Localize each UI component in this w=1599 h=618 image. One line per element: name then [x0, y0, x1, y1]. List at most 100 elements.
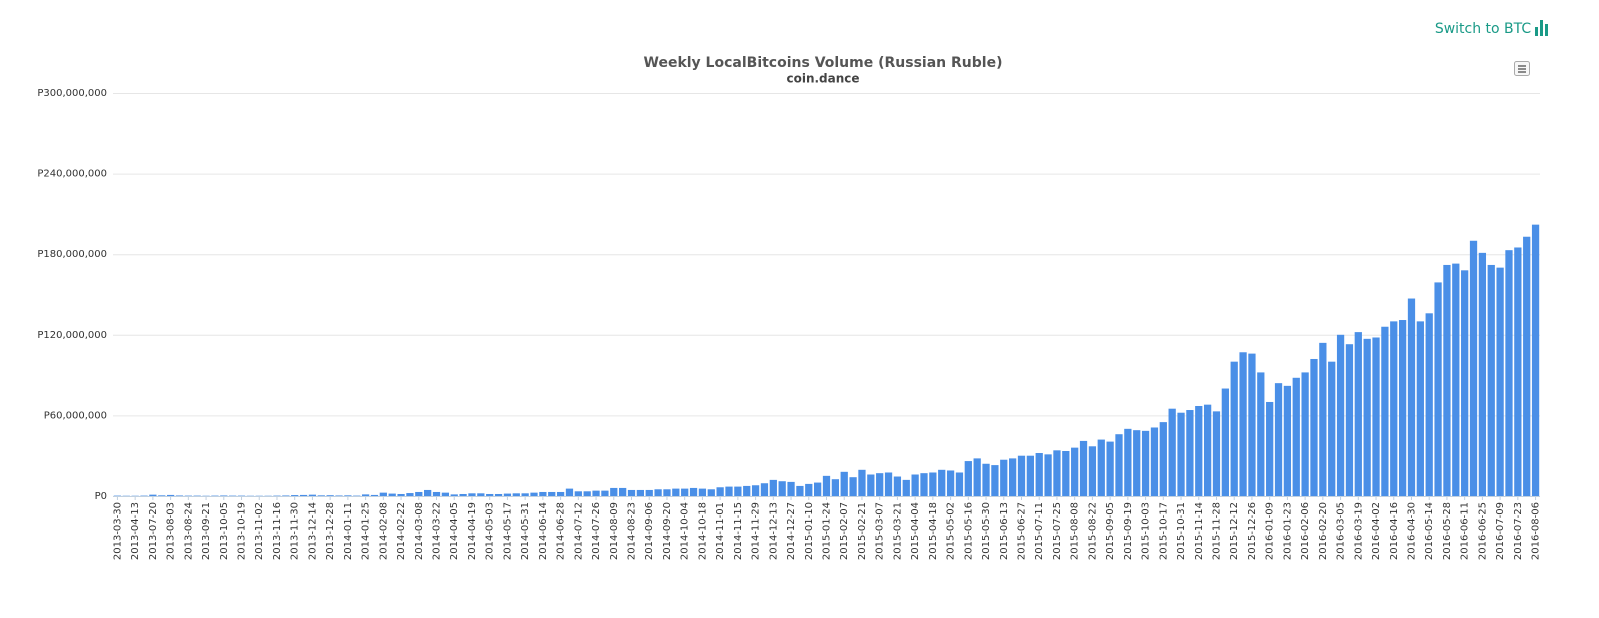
bar	[1239, 352, 1246, 496]
bar	[176, 495, 183, 496]
bar	[309, 495, 316, 496]
x-tick-label: 2015-02-21	[857, 502, 868, 560]
bar	[1000, 460, 1007, 496]
x-tick-label: 2014-11-29	[751, 502, 762, 560]
bar	[1293, 378, 1300, 496]
bar	[938, 470, 945, 496]
bar	[1142, 431, 1149, 496]
x-tick-label: 2014-05-31	[520, 502, 531, 560]
bar	[1248, 354, 1255, 496]
bar	[1461, 270, 1468, 496]
bar	[1018, 456, 1025, 496]
bar	[167, 495, 174, 496]
x-tick-label: 2013-09-21	[201, 502, 212, 560]
x-tick-label: 2015-06-13	[999, 502, 1010, 560]
x-tick-label: 2014-03-22	[432, 502, 443, 560]
x-tick-label: 2016-03-05	[1336, 502, 1347, 560]
icon-bar	[1540, 20, 1543, 36]
menu-button[interactable]	[1515, 62, 1530, 76]
x-tick-label: 2014-08-09	[609, 502, 620, 560]
bar	[1364, 339, 1371, 496]
bar	[575, 491, 582, 496]
x-tick-label: 2015-10-17	[1158, 502, 1169, 560]
bar	[965, 461, 972, 496]
x-tick-label: 2013-08-03	[166, 502, 177, 560]
bar	[779, 481, 786, 496]
bar	[442, 493, 449, 496]
bar	[327, 495, 334, 496]
switch-to-btc[interactable]: Switch to BTC	[1435, 20, 1548, 37]
x-tick-label: 2014-05-03	[485, 502, 496, 560]
x-tick-label: 2014-11-01	[715, 502, 726, 560]
x-tick-label: 2014-09-06	[644, 502, 655, 560]
x-tick-label: 2013-03-30	[112, 502, 123, 560]
x-tick-label: 2014-04-05	[449, 502, 460, 560]
bar	[1036, 453, 1043, 496]
x-tick-label: 2015-10-03	[1141, 502, 1152, 560]
x-tick-label: 2014-07-12	[573, 502, 584, 560]
bar	[1080, 441, 1087, 496]
x-tick-label: 2016-06-11	[1460, 502, 1471, 560]
bar	[796, 486, 803, 496]
x-tick-label: 2015-08-08	[1070, 502, 1081, 560]
bar	[646, 490, 653, 496]
bar	[300, 495, 307, 496]
switch-label[interactable]: Switch to BTC	[1435, 21, 1532, 37]
x-tick-label: 2015-09-19	[1123, 502, 1134, 560]
bar	[1115, 434, 1122, 496]
bar	[566, 489, 573, 496]
bar	[823, 476, 830, 496]
bar	[1106, 442, 1113, 496]
bar	[1532, 225, 1539, 496]
bar	[495, 494, 502, 496]
icon-bar	[1545, 24, 1548, 36]
x-tick-label: 2014-01-11	[343, 502, 354, 560]
bar	[522, 493, 529, 496]
bar	[1124, 429, 1131, 496]
bar	[158, 495, 165, 496]
bar	[1177, 413, 1184, 496]
x-tick-label: 2014-02-08	[378, 502, 389, 560]
bar	[690, 488, 697, 496]
bar	[415, 492, 422, 496]
bar	[628, 490, 635, 496]
x-tick-label: 2016-01-09	[1265, 502, 1276, 560]
bar	[1044, 454, 1051, 496]
bar	[1089, 446, 1096, 496]
bar	[1213, 411, 1220, 496]
bar	[1479, 253, 1486, 496]
x-tick-label: 2014-07-26	[591, 502, 602, 560]
bar	[1426, 313, 1433, 496]
x-tick-label: 2014-12-13	[768, 502, 779, 560]
bar	[1337, 335, 1344, 496]
bar	[1266, 402, 1273, 496]
x-tick-label: 2015-03-21	[892, 502, 903, 560]
x-tick-label: 2015-08-22	[1087, 502, 1098, 560]
x-tick-label: 2013-11-16	[272, 502, 283, 560]
x-tick-label: 2016-04-02	[1371, 502, 1382, 560]
bar	[885, 472, 892, 496]
bar	[761, 483, 768, 496]
bar	[787, 482, 794, 496]
x-tick-label: 2014-01-25	[361, 502, 372, 560]
bar	[1151, 427, 1158, 496]
x-tick-label: 2016-05-28	[1442, 502, 1453, 560]
bar	[841, 472, 848, 496]
bar	[947, 470, 954, 496]
bar	[1071, 448, 1078, 496]
bar	[1514, 247, 1521, 496]
bar	[477, 493, 484, 496]
bar	[1390, 321, 1397, 496]
bar	[1470, 241, 1477, 496]
x-tick-label: 2015-03-07	[875, 502, 886, 560]
y-tick-label: P300,000,000	[37, 88, 107, 99]
x-tick-label: 2016-04-30	[1406, 502, 1417, 560]
bar	[459, 494, 466, 496]
bar	[610, 488, 617, 496]
x-tick-label: 2015-01-24	[822, 502, 833, 560]
bar	[1355, 332, 1362, 496]
bar	[663, 489, 670, 496]
bar	[1160, 422, 1167, 496]
bar	[708, 489, 715, 496]
bar	[371, 495, 378, 496]
